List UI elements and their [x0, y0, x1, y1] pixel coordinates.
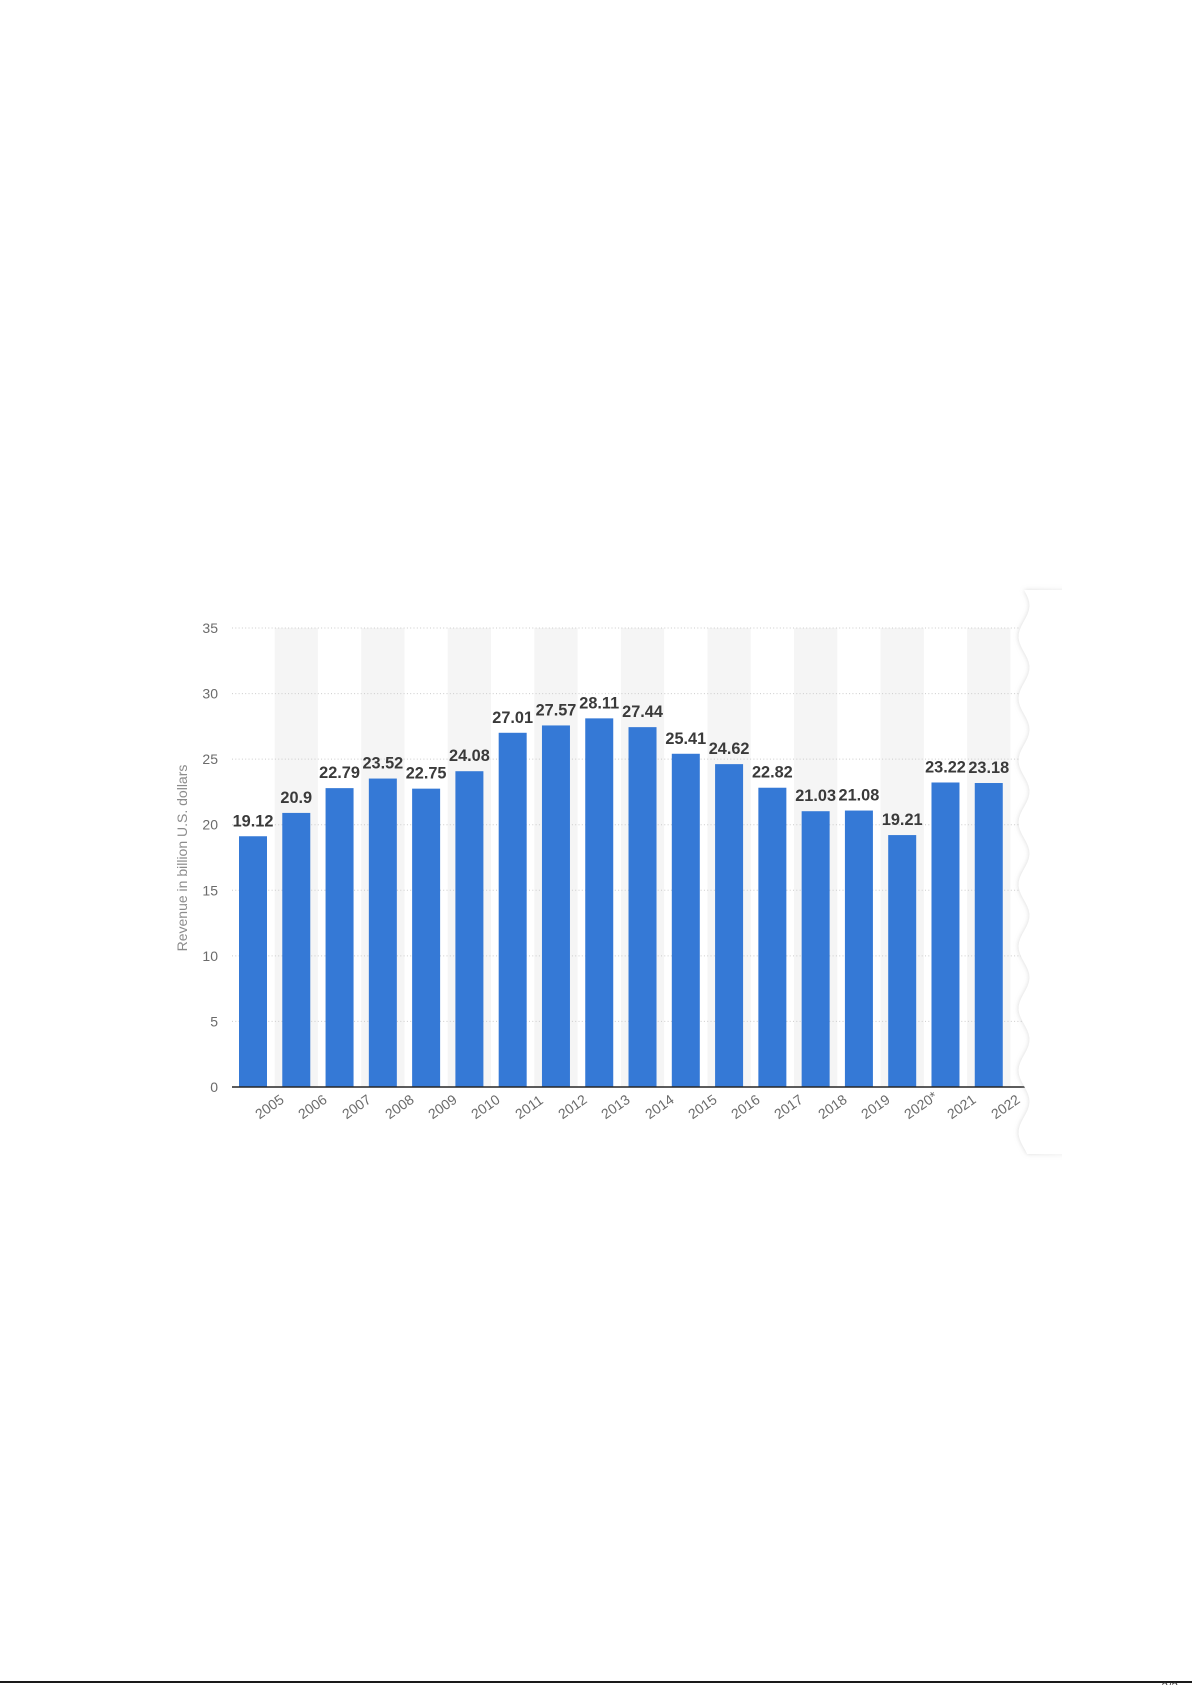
svg-text:22.82: 22.82 — [752, 764, 793, 782]
svg-text:24.62: 24.62 — [709, 740, 750, 758]
svg-text:15: 15 — [202, 882, 218, 898]
svg-text:22.79: 22.79 — [319, 764, 360, 782]
svg-text:21.03: 21.03 — [795, 787, 836, 805]
svg-text:35: 35 — [202, 620, 218, 636]
svg-text:21.08: 21.08 — [839, 787, 880, 805]
svg-text:0: 0 — [210, 1079, 218, 1095]
svg-text:19.21: 19.21 — [882, 811, 923, 829]
svg-text:23.18: 23.18 — [968, 759, 1009, 777]
svg-text:22.75: 22.75 — [406, 765, 447, 783]
svg-text:28.11: 28.11 — [579, 694, 619, 712]
svg-text:25.41: 25.41 — [665, 730, 706, 748]
svg-text:10: 10 — [202, 948, 218, 964]
svg-text:27.44: 27.44 — [622, 703, 663, 721]
svg-text:20: 20 — [202, 817, 218, 833]
svg-text:24.08: 24.08 — [449, 747, 490, 765]
svg-text:25: 25 — [202, 751, 218, 767]
svg-text:20.9: 20.9 — [280, 789, 312, 807]
svg-text:23.22: 23.22 — [925, 758, 966, 776]
svg-text:27.01: 27.01 — [492, 709, 533, 727]
svg-text:23.52: 23.52 — [362, 755, 403, 773]
svg-text:27.57: 27.57 — [536, 701, 577, 719]
svg-text:19.12: 19.12 — [233, 812, 274, 830]
svg-text:30: 30 — [202, 686, 218, 702]
svg-text:5: 5 — [210, 1013, 218, 1029]
